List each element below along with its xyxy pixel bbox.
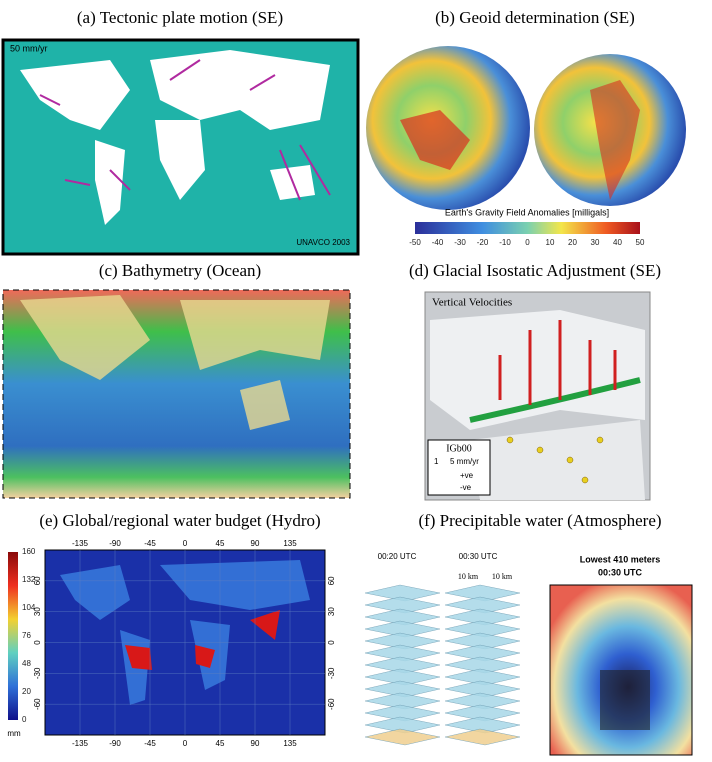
time-label: 00:20 UTC [378,552,417,561]
colorbar-tick-label: 30 [591,238,600,247]
colorbar-tick-label: 50 [636,238,645,247]
lat-label: 0 [327,640,336,645]
lon-label: 135 [283,739,297,748]
height-label: 10 km [458,572,479,581]
layer [364,716,441,734]
colorbar-tick-label: 104 [22,603,36,612]
lon-label: 90 [251,539,260,548]
lon-label: 135 [283,539,297,548]
plate-motion-map [1,38,360,256]
colorbar-tick-label: 10 [546,238,555,247]
lat-label: 30 [33,607,42,616]
scale-label: 50 mm/yr [10,43,48,53]
colorbar-tick-label: -50 [409,238,421,247]
layer [444,716,521,734]
legend-label: 1 [434,457,439,466]
layer [444,668,521,686]
plot-title: Lowest 410 meters [580,554,661,564]
lat-label: -30 [33,667,42,679]
colorbar-unit: mm [7,729,21,738]
layer [444,644,521,662]
colorbar-tick-label: -30 [454,238,466,247]
legend-label: +ve [460,471,474,480]
lat-label: 60 [33,576,42,585]
colorbar-tick-label: 0 [22,715,27,724]
lon-label: -45 [144,539,156,548]
layer [444,728,521,746]
colorbar-tick-label: 0 [525,238,530,247]
layer [444,620,521,638]
layer [364,704,441,722]
colorbar-tick-label: 160 [22,547,36,556]
lon-label: -45 [144,739,156,748]
height-label: 10 km [492,572,513,581]
layer [364,584,441,602]
colorbar-tick-label: 20 [22,687,31,696]
legend-title: IGb00 [446,443,472,454]
layer [364,620,441,638]
colorbar-tick-label: -40 [432,238,444,247]
lon-label: -135 [72,539,89,548]
layer [364,644,441,662]
layer [444,704,521,722]
layer [364,656,441,674]
panel-title: (b) Geoid determination (SE) [435,8,635,27]
plot-subtitle: 00:30 UTC [598,567,643,577]
bathymetry-map [2,289,351,499]
layer [364,680,441,698]
layer [444,632,521,650]
lat-label: 0 [33,640,42,645]
colorbar-tick-label: -20 [477,238,489,247]
lon-label: 90 [251,739,260,748]
colorbar-title: Earth's Gravity Field Anomalies [milliga… [445,207,609,217]
colorbar-tick-label: -10 [499,238,511,247]
lon-label: 45 [216,539,225,548]
lat-label: -30 [327,667,336,679]
layer [444,584,521,602]
layer [364,596,441,614]
colorbar-tick-label: 40 [613,238,622,247]
lon-label: -90 [109,739,121,748]
layer [444,608,521,626]
colorbar-tick-label: 76 [22,631,31,640]
layer [444,692,521,710]
layer [364,632,441,650]
layer [364,692,441,710]
layer [444,596,521,614]
layer [444,656,521,674]
time-label: 00:30 UTC [459,552,498,561]
credit: UNAVCO 2003 [296,238,350,247]
layer [364,608,441,626]
lon-label: 0 [183,739,188,748]
panel-title: (a) Tectonic plate motion (SE) [77,8,283,27]
panel-title: (e) Global/regional water budget (Hydro) [39,511,320,530]
lat-label: -60 [33,698,42,710]
lon-label: 0 [183,539,188,548]
precipitable-water-stacks [364,584,693,756]
map-title: Vertical Velocities [432,297,512,309]
lon-label: -135 [72,739,89,748]
lon-label: -90 [109,539,121,548]
geoid-globes [366,46,686,234]
lat-label: 30 [327,607,336,616]
panel-title: (f) Precipitable water (Atmosphere) [418,511,661,530]
panel-title: (c) Bathymetry (Ocean) [99,261,261,280]
legend-label: 5 mm/yr [450,457,479,466]
colorbar-tick-label: 48 [22,659,31,668]
colorbar-tick-label: 132 [22,575,36,584]
lat-label: -60 [327,698,336,710]
legend-label: -ve [460,483,472,492]
gia-map [424,291,651,501]
panel-title: (d) Glacial Isostatic Adjustment (SE) [409,261,661,280]
colorbar-tick-label: 20 [568,238,577,247]
layer [364,668,441,686]
layer [444,680,521,698]
lon-label: 45 [216,739,225,748]
lat-label: 60 [327,576,336,585]
layer [364,728,441,746]
water-budget-map [8,549,326,736]
